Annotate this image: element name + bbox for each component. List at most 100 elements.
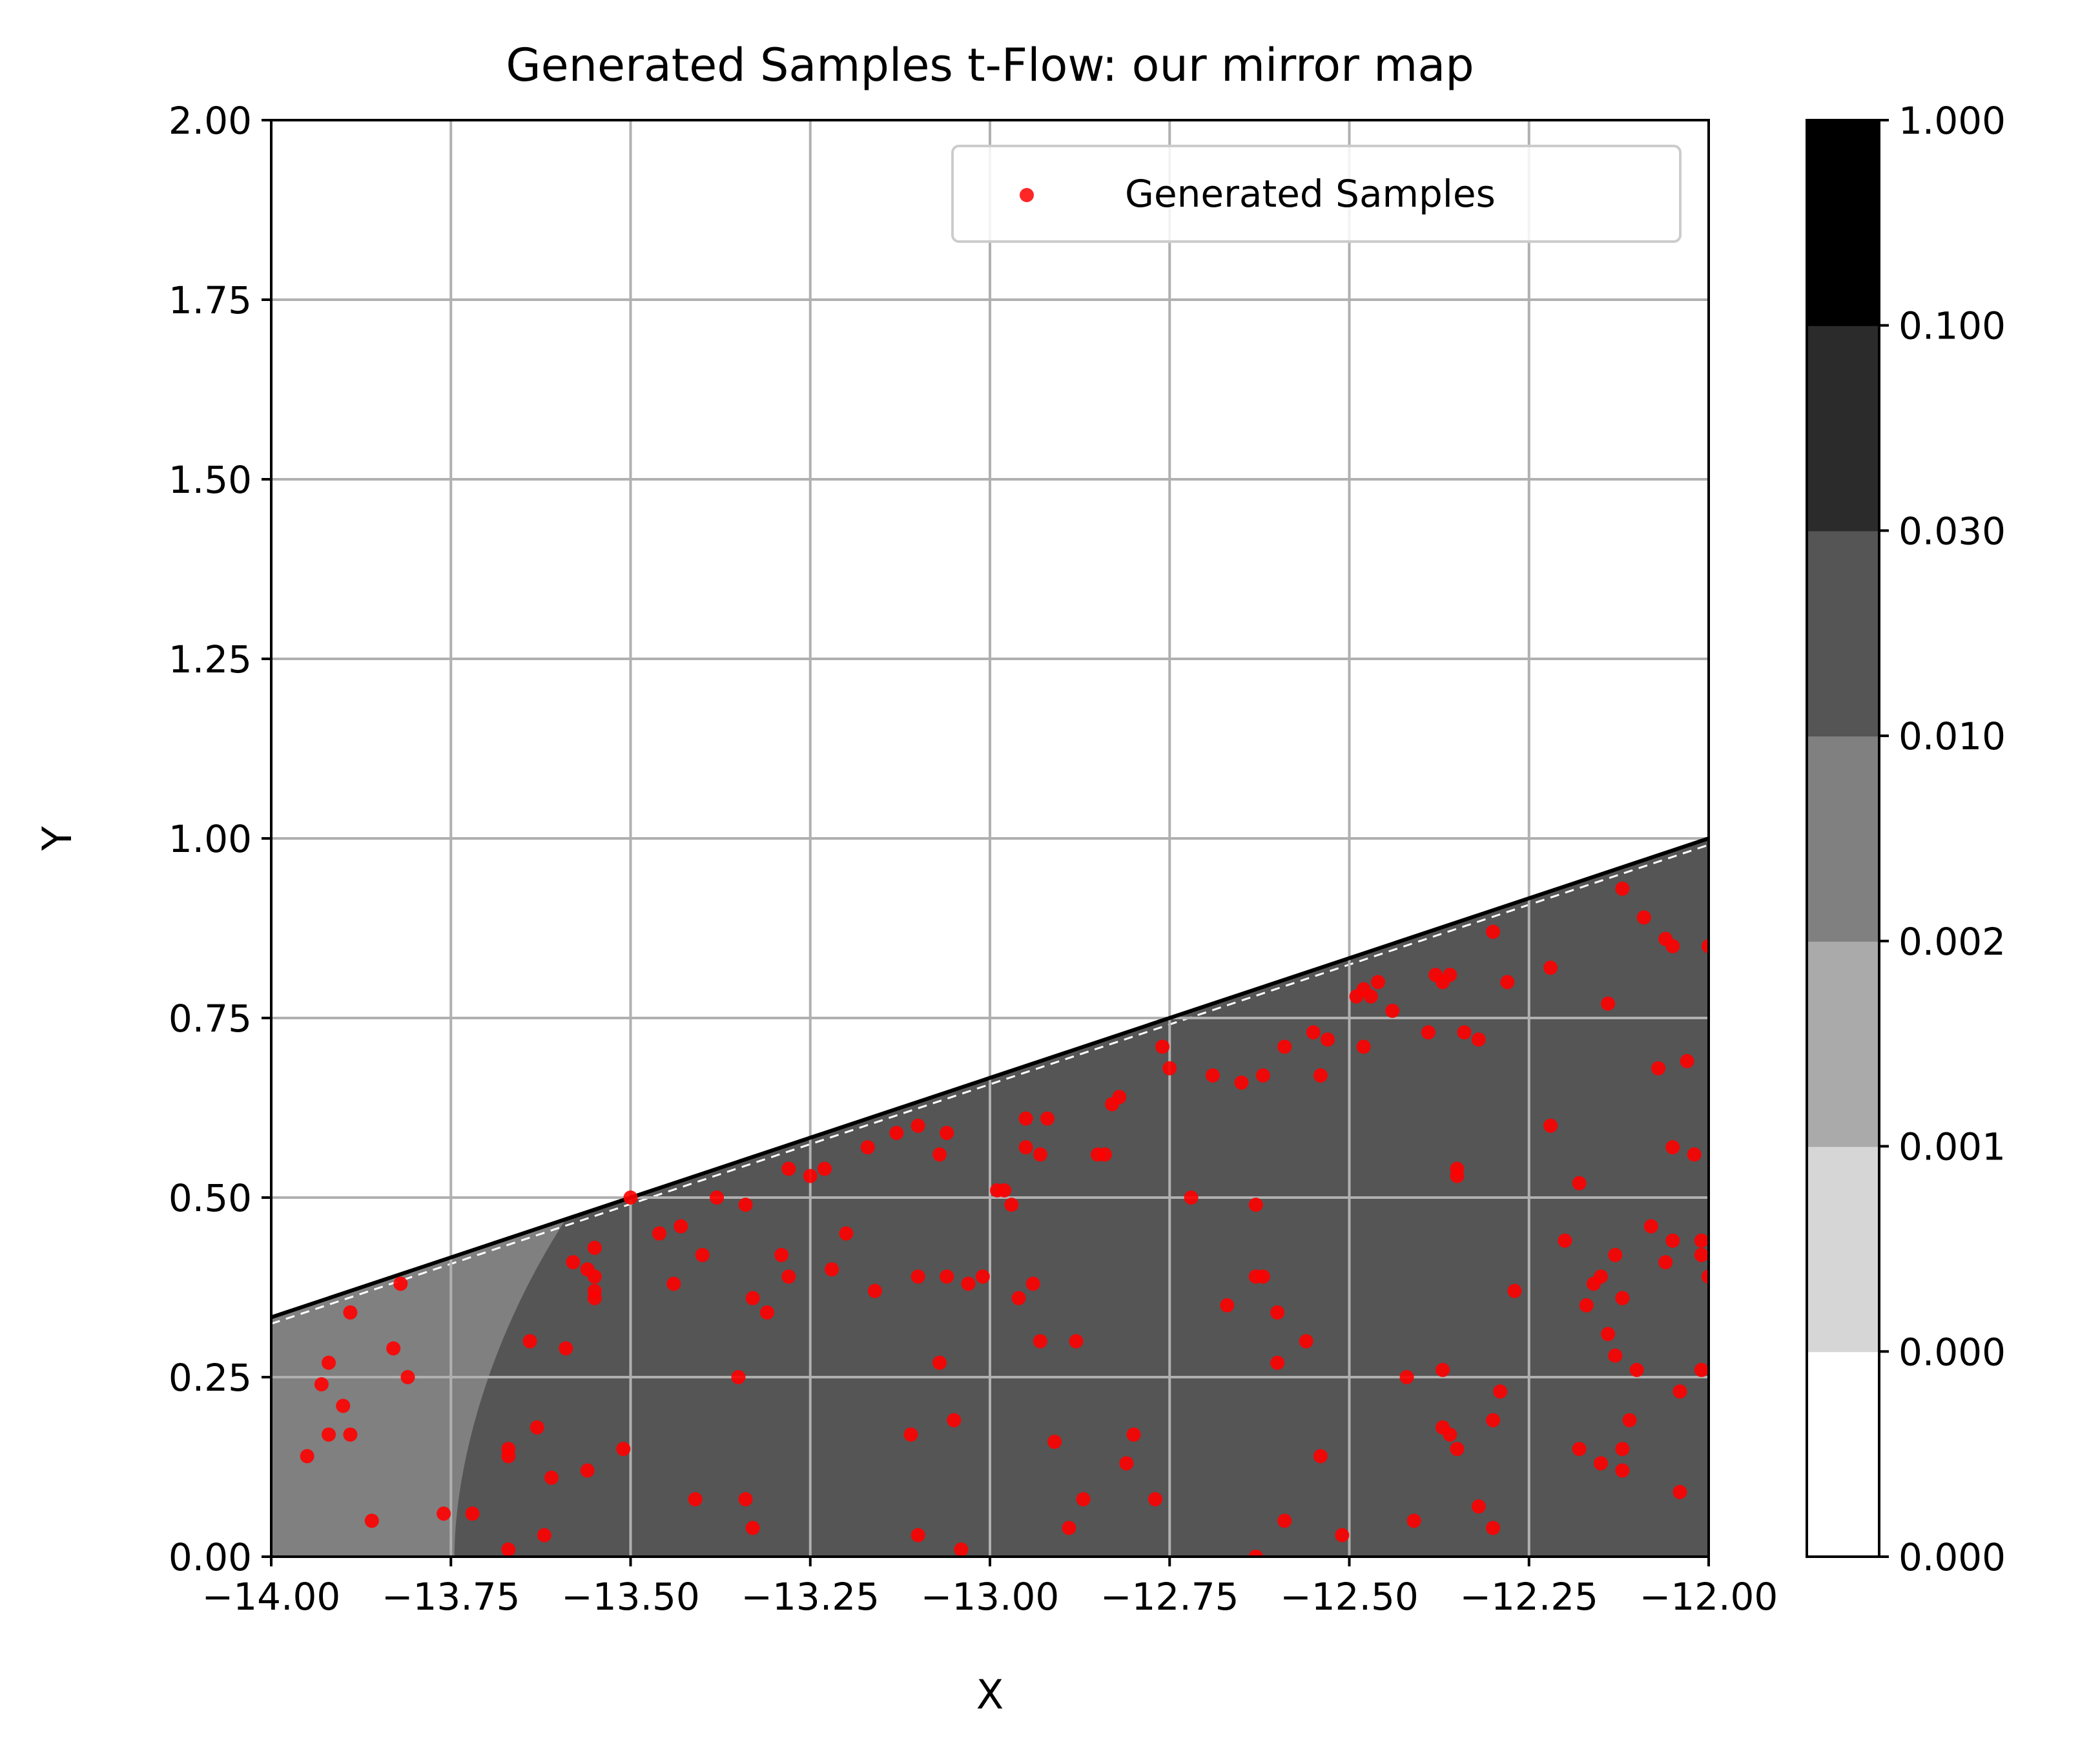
sample-point (1665, 939, 1680, 953)
sample-point (1277, 1039, 1292, 1054)
sample-point (860, 1140, 875, 1155)
sample-point (1702, 1269, 1709, 1284)
colorbar-tick-label: 0.001 (1899, 1125, 2006, 1169)
y-tick-label: 1.50 (169, 458, 252, 502)
sample-point (940, 1125, 954, 1140)
sample-point (1047, 1435, 1062, 1449)
sample-point (1406, 1513, 1421, 1528)
sample-point (1206, 1068, 1220, 1083)
colorbar-band (1807, 1351, 1879, 1557)
sample-point (1601, 996, 1616, 1011)
sample-point (839, 1226, 854, 1241)
sample-point (1443, 1427, 1457, 1442)
sample-point (1270, 1305, 1285, 1320)
sample-point (759, 1305, 774, 1320)
sample-point (1687, 1147, 1702, 1162)
sample-point (1594, 1456, 1609, 1471)
sample-point (738, 1492, 753, 1507)
sample-point (559, 1341, 573, 1356)
boundary-line (271, 836, 1709, 1320)
y-tick-label: 1.75 (169, 278, 252, 322)
sample-point (1443, 968, 1457, 982)
y-tick-label: 1.00 (169, 817, 252, 861)
sample-point (781, 1269, 796, 1284)
sample-point (522, 1334, 537, 1349)
sample-point (1457, 1025, 1472, 1040)
sample-point (731, 1370, 746, 1384)
sample-point (1155, 1039, 1170, 1054)
sample-point (940, 1269, 954, 1284)
sample-point (1119, 1456, 1134, 1471)
sample-point (1636, 910, 1651, 925)
sample-point (1486, 1413, 1501, 1428)
x-tick-label: −13.00 (921, 1575, 1060, 1619)
colorbar-band (1807, 530, 1879, 737)
sample-point (1162, 1061, 1177, 1075)
sample-point (1615, 881, 1630, 896)
sample-point (1450, 1442, 1465, 1457)
sample-point (322, 1355, 336, 1370)
colorbar-tick-label: 1.000 (1899, 99, 2006, 143)
sample-point (1255, 1269, 1270, 1284)
y-axis-ticks: 0.00 0.25 0.50 0.75 1.00 1.25 1.50 1.75 2.00 (169, 99, 271, 1579)
x-tick-label: −13.75 (382, 1575, 520, 1619)
y-tick-label: 0.25 (169, 1356, 252, 1400)
sample-point (1220, 1298, 1235, 1313)
legend-label: Generated Samples (1125, 172, 1496, 216)
sample-point (1594, 1269, 1609, 1284)
sample-point (911, 1118, 925, 1133)
y-tick-label: 1.25 (169, 638, 252, 681)
colorbar-band (1807, 736, 1879, 942)
sample-point (1665, 1233, 1680, 1248)
sample-point (1543, 961, 1558, 975)
sample-point (1665, 1140, 1680, 1155)
sample-point (1040, 1111, 1055, 1126)
sample-point (1421, 1025, 1436, 1040)
sample-point (587, 1269, 602, 1284)
sample-point (1629, 1362, 1644, 1377)
sample-point (961, 1276, 976, 1291)
x-tick-label: −12.75 (1100, 1575, 1239, 1619)
sample-point (1076, 1492, 1091, 1507)
sample-point (1098, 1147, 1113, 1162)
sample-point (300, 1449, 314, 1464)
colorbar-band (1807, 940, 1879, 1147)
sample-point (1313, 1449, 1328, 1464)
sample-point (400, 1370, 415, 1384)
colorbar-band (1807, 120, 1879, 326)
sample-point (616, 1442, 631, 1457)
sample-point (1255, 1068, 1270, 1083)
plot-area (271, 120, 1709, 1557)
sample-point (580, 1463, 595, 1478)
sample-point (1601, 1327, 1616, 1342)
sample-point (911, 1269, 925, 1284)
sample-point (1069, 1334, 1084, 1349)
x-axis-ticks: −14.00 −13.75 −13.50 −13.25 −13.00 −12.75 −12.… (202, 1557, 1778, 1619)
sample-point (1248, 1198, 1263, 1212)
sample-point (889, 1125, 904, 1140)
sample-point (537, 1528, 551, 1542)
sample-point (1234, 1075, 1249, 1090)
sample-point (1148, 1492, 1162, 1507)
x-tick-label: −13.50 (561, 1575, 700, 1619)
sample-point (666, 1276, 681, 1291)
sample-point (1543, 1118, 1558, 1133)
sample-point (674, 1219, 688, 1234)
sample-point (781, 1161, 796, 1176)
sample-point (1011, 1291, 1026, 1305)
colorbar-band (1807, 1146, 1879, 1353)
sample-point (364, 1513, 379, 1528)
sample-point (1572, 1442, 1587, 1457)
sample-point (1471, 1499, 1486, 1514)
sample-point (1658, 1255, 1673, 1270)
sample-point (818, 1161, 832, 1176)
sample-point (1680, 1054, 1694, 1068)
sample-point (437, 1506, 451, 1521)
sample-point (825, 1262, 839, 1277)
sample-point (1270, 1355, 1285, 1370)
sample-point (932, 1147, 947, 1162)
sample-point (501, 1542, 516, 1557)
sample-point (745, 1521, 760, 1535)
sample-point (1694, 1362, 1709, 1377)
